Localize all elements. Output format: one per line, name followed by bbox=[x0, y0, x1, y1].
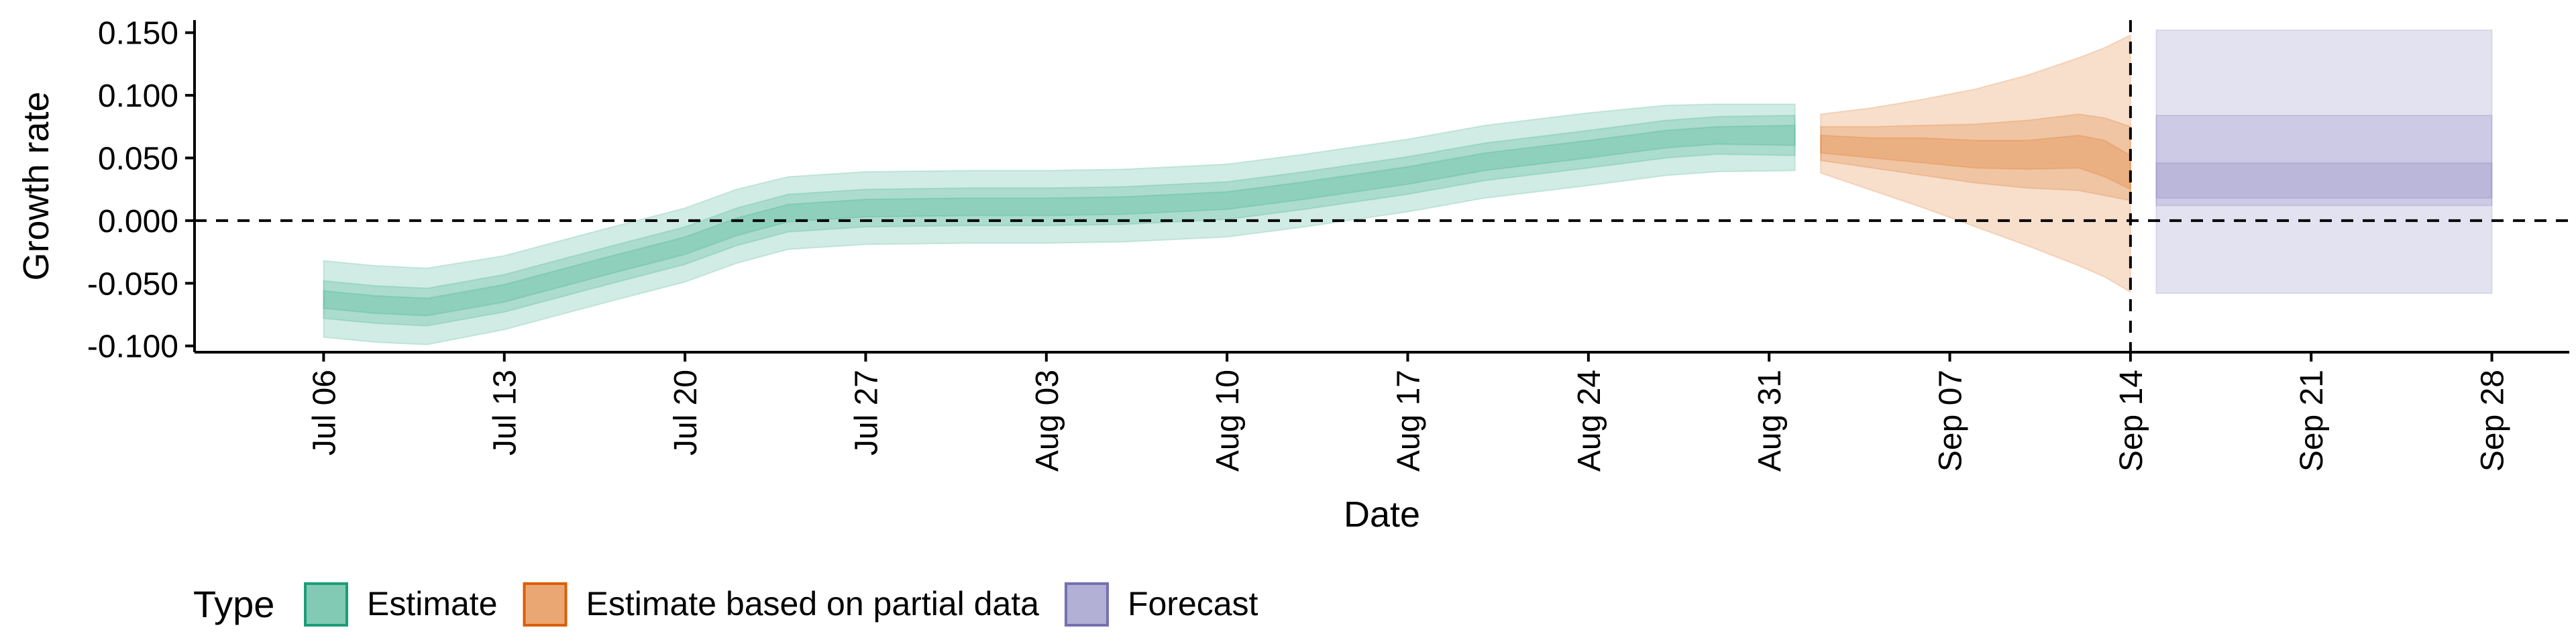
x-tick-label: Jul 20 bbox=[668, 370, 704, 455]
series-0-band-90 bbox=[323, 103, 1796, 345]
series-0-band-20 bbox=[323, 124, 1796, 317]
y-tick-label: 0.050 bbox=[98, 141, 178, 176]
legend-swatch-0 bbox=[304, 582, 348, 627]
x-tick-label: Aug 24 bbox=[1572, 370, 1607, 472]
legend-label-1: Estimate based on partial data bbox=[586, 585, 1040, 623]
y-tick-label: -0.050 bbox=[87, 266, 178, 302]
plot-area bbox=[195, 20, 2569, 352]
x-tick-label: Jul 13 bbox=[488, 370, 523, 455]
legend-label-0: Estimate bbox=[367, 585, 498, 623]
legend-label-2: Forecast bbox=[1128, 585, 1258, 623]
y-tick-label: 0.000 bbox=[98, 204, 178, 239]
series-2-band-90 bbox=[2155, 29, 2493, 294]
x-tick-label: Sep 28 bbox=[2475, 370, 2511, 472]
series-2 bbox=[2155, 29, 2493, 294]
y-tick-label: -0.100 bbox=[87, 329, 178, 365]
x-tick-label: Jul 06 bbox=[307, 370, 342, 455]
x-tick-label: Sep 14 bbox=[2114, 370, 2149, 472]
series-1 bbox=[1820, 34, 2131, 294]
x-tick-label: Aug 31 bbox=[1752, 370, 1788, 472]
legend-title: Type bbox=[193, 583, 274, 625]
x-tick-label: Jul 27 bbox=[849, 370, 884, 455]
x-tick-label: Aug 03 bbox=[1030, 370, 1065, 472]
series-0 bbox=[323, 103, 1796, 345]
series-1-band-90 bbox=[1820, 34, 2131, 294]
x-tick-label: Sep 07 bbox=[1933, 370, 1969, 472]
x-tick-label: Sep 21 bbox=[2294, 370, 2330, 472]
x-axis-title: Date bbox=[1344, 494, 1420, 535]
y-tick-label: 0.100 bbox=[98, 78, 178, 114]
x-tick-label: Aug 10 bbox=[1210, 370, 1246, 472]
legend: Type Estimate Estimate based on partial d… bbox=[193, 582, 1258, 627]
axes: -0.100 -0.050 0.000 0.050 0.100 0.150 Jul 06 Ju… bbox=[87, 16, 2569, 472]
y-tick-label: 0.150 bbox=[98, 16, 178, 52]
legend-swatch-2 bbox=[1064, 582, 1109, 627]
series-1-band-20 bbox=[1820, 134, 2131, 191]
y-axis-title: Growth rate bbox=[16, 91, 56, 280]
series-2-band-50 bbox=[2155, 115, 2493, 207]
x-tick-label: Aug 17 bbox=[1391, 370, 1426, 472]
series-2-band-20 bbox=[2155, 162, 2493, 199]
legend-swatch-1 bbox=[523, 582, 568, 627]
